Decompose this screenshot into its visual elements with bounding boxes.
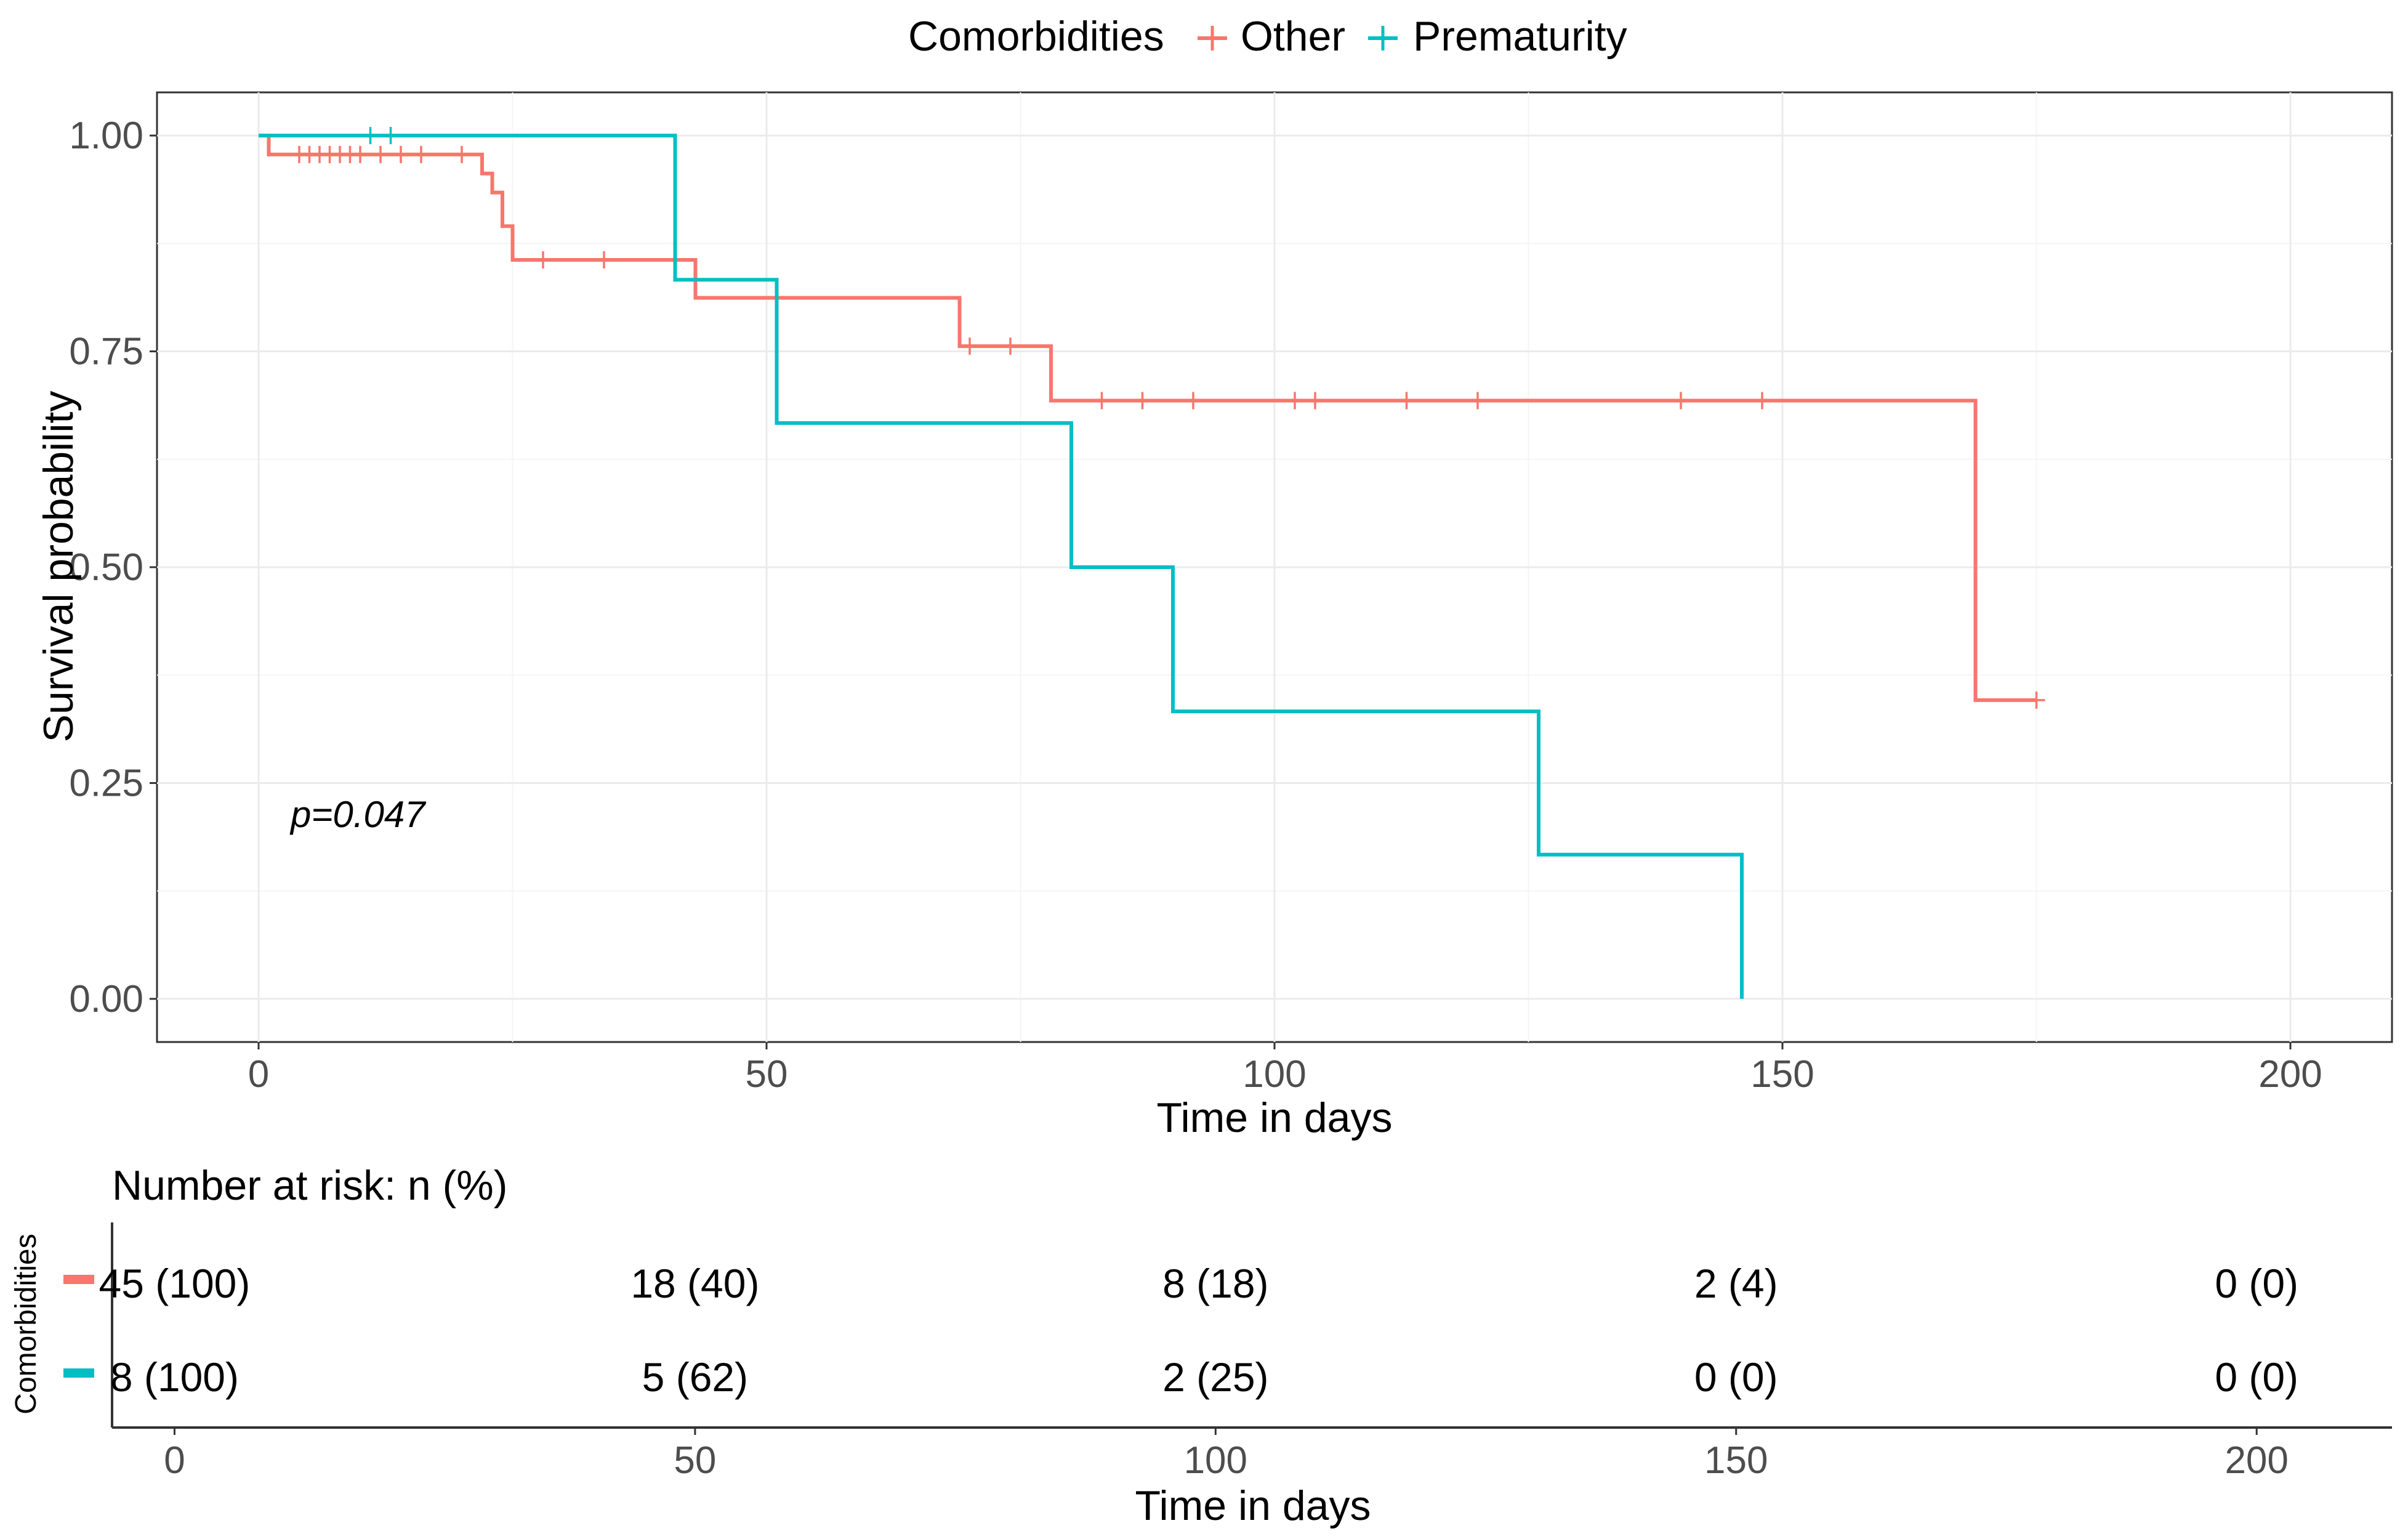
censor-mark-other [413, 145, 430, 163]
risk-table-title: Number at risk: n (%) [112, 1162, 507, 1209]
risk-cell-other: 18 (40) [630, 1261, 759, 1306]
risk-cell-prematurity: 0 (0) [2215, 1354, 2298, 1400]
censor-mark-other [1002, 337, 1019, 355]
censor-mark-other [534, 251, 552, 269]
censor-mark-other [453, 145, 470, 163]
censor-mark-other [1093, 392, 1111, 410]
risk-cell-prematurity: 5 (62) [642, 1354, 748, 1400]
risk-cell-other: 2 (4) [1694, 1261, 1778, 1306]
risk-table-x-ticks: 0 50 100 150 200 [164, 1428, 2289, 1482]
censor-mark-other [1398, 392, 1415, 410]
x-tick-label: 200 [2258, 1053, 2322, 1096]
risk-table: Number at risk: n (%) Comorbidities 45 (… [10, 1162, 2392, 1529]
x-tick-label: 0 [248, 1053, 269, 1096]
censor-mark-other [1185, 392, 1202, 410]
risk-x-tick-label: 50 [674, 1439, 716, 1482]
y-axis-ticks: 0.00 0.25 0.50 0.75 1.00 [69, 115, 157, 1020]
risk-x-tick-label: 150 [1704, 1439, 1768, 1482]
risk-cell-other: 0 (0) [2215, 1261, 2298, 1306]
y-tick-label: 0.00 [69, 978, 143, 1020]
risk-x-tick-label: 0 [164, 1439, 185, 1482]
y-axis-title: Survival probability [35, 391, 82, 743]
risk-x-tick-label: 100 [1184, 1439, 1247, 1482]
risk-table-y-title: Comorbidities [10, 1234, 42, 1414]
censor-mark-prematurity [361, 127, 379, 145]
x-axis-ticks: 0 50 100 150 200 [248, 1042, 2322, 1096]
survival-plot-panel: 0.00 0.25 0.50 0.75 1.00 0 50 100 150 200 Surviv… [35, 91, 2393, 1141]
y-tick-label: 0.25 [69, 762, 143, 804]
x-tick-label: 100 [1242, 1053, 1306, 1096]
risk-row-swatch-other [63, 1275, 94, 1284]
censor-mark-other [1134, 392, 1151, 410]
censor-mark-other [1286, 392, 1303, 410]
p-value-annotation: p=0.047 [289, 794, 427, 835]
risk-cell-other: 45 (100) [99, 1261, 251, 1306]
legend-label-other: Other [1241, 13, 1345, 60]
censor-mark-other [595, 251, 613, 269]
risk-cell-other: 8 (18) [1162, 1261, 1268, 1306]
risk-cell-prematurity: 8 (100) [110, 1354, 239, 1400]
censor-mark-other [2027, 691, 2045, 709]
y-tick-label: 1.00 [69, 115, 143, 157]
legend-title: Comorbidities [908, 13, 1164, 60]
survival-curve-other [259, 134, 2037, 702]
censor-mark-other [1469, 392, 1486, 410]
censor-mark-other [961, 337, 978, 355]
risk-cell-prematurity: 2 (25) [1162, 1354, 1268, 1400]
legend: Comorbidities Other Prematurity [908, 13, 1627, 60]
censor-mark-other [392, 145, 409, 163]
x-tick-label: 50 [746, 1053, 788, 1096]
x-tick-label: 150 [1750, 1053, 1814, 1096]
plot-gridlines [157, 92, 2392, 1042]
survival-curve-prematurity [259, 134, 1744, 999]
risk-row-swatch-prematurity [63, 1368, 94, 1378]
y-tick-label: 0.75 [69, 331, 143, 373]
censor-mark-other [1307, 392, 1324, 410]
censor-mark-other [1672, 392, 1689, 410]
censor-mark-prematurity [382, 127, 400, 145]
risk-table-x-title: Time in days [1135, 1482, 1371, 1529]
censor-mark-other [372, 145, 389, 163]
y-tick-label: 0.50 [69, 546, 143, 589]
censor-mark-other [1754, 392, 1771, 410]
plot-series [259, 127, 2045, 999]
risk-cell-prematurity: 0 (0) [1694, 1354, 1778, 1400]
risk-x-tick-label: 200 [2225, 1439, 2288, 1482]
censor-mark-other [352, 145, 369, 163]
legend-label-prematurity: Prematurity [1413, 13, 1627, 60]
risk-table-cells: 45 (100) 18 (40) 8 (18) 2 (4) 0 (0) 8 (100) 5 … [99, 1261, 2299, 1400]
x-axis-title: Time in days [1157, 1094, 1393, 1141]
